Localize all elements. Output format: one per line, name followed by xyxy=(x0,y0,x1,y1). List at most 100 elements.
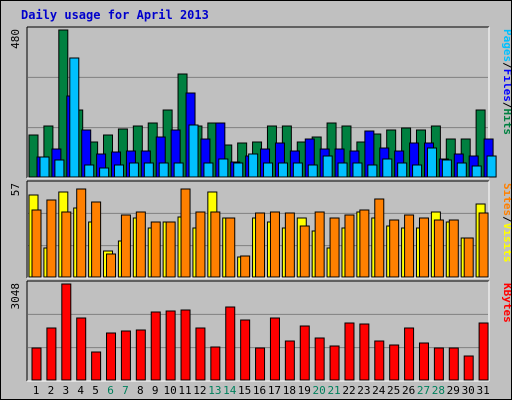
y-max-label: 57 xyxy=(9,183,22,196)
bar-kbytes-day-23 xyxy=(359,323,370,381)
chart-title: Daily usage for April 2013 xyxy=(21,8,209,22)
bar-sites-day-20 xyxy=(314,211,325,278)
bar-kbytes-day-13 xyxy=(210,346,221,381)
x-tick-label: 4 xyxy=(77,384,84,397)
x-tick-label: 5 xyxy=(92,384,99,397)
bar-sites-day-17 xyxy=(269,211,280,278)
legend-hits-files-pages: Pages/Files/Hits xyxy=(501,29,511,135)
bar-sites-day-25 xyxy=(389,219,400,278)
x-tick-label: 25 xyxy=(387,384,400,397)
bar-kbytes-day-27 xyxy=(418,342,429,381)
x-tick-label: 3 xyxy=(62,384,69,397)
bar-pages-day-27 xyxy=(426,147,437,178)
x-tick-label: 24 xyxy=(372,384,386,397)
bar-pages-day-22 xyxy=(352,162,363,178)
bar-pages-day-18 xyxy=(292,162,303,178)
bar-kbytes-day-9 xyxy=(150,311,161,381)
bar-kbytes-day-24 xyxy=(374,340,385,381)
bar-sites-day-30 xyxy=(463,237,474,278)
y-max-label: 480 xyxy=(9,29,22,49)
bar-sites-day-6 xyxy=(106,253,117,278)
bar-kbytes-day-15 xyxy=(240,319,251,381)
bar-kbytes-day-5 xyxy=(91,351,102,381)
bar-kbytes-day-4 xyxy=(76,317,87,381)
bar-pages-day-14 xyxy=(233,162,244,178)
bar-sites-day-2 xyxy=(46,199,57,278)
bar-sites-day-1 xyxy=(31,209,42,278)
bar-pages-day-17 xyxy=(277,162,288,178)
bar-pages-day-11 xyxy=(188,124,199,178)
bar-kbytes-day-10 xyxy=(165,310,176,381)
x-tick-label: 10 xyxy=(164,384,177,397)
bar-sites-day-5 xyxy=(91,201,102,278)
bar-kbytes-day-2 xyxy=(46,327,57,381)
bar-pages-day-28 xyxy=(441,159,452,178)
bar-pages-day-30 xyxy=(471,165,482,178)
bar-sites-day-31 xyxy=(478,212,489,278)
bar-pages-day-12 xyxy=(203,162,214,178)
x-tick-label: 15 xyxy=(238,384,251,397)
bar-sites-day-29 xyxy=(448,219,459,278)
bar-pages-day-5 xyxy=(99,167,110,178)
bar-pages-day-2 xyxy=(54,159,65,178)
bar-sites-day-27 xyxy=(418,217,429,278)
x-tick-label: 2 xyxy=(48,384,55,397)
bar-kbytes-day-26 xyxy=(404,327,415,381)
bar-pages-day-10 xyxy=(173,162,184,178)
x-tick-label: 26 xyxy=(402,384,415,397)
x-tick-label: 21 xyxy=(327,384,340,397)
bar-pages-day-19 xyxy=(307,164,318,178)
bar-sites-day-18 xyxy=(284,212,295,278)
bar-kbytes-day-7 xyxy=(120,330,131,381)
bar-kbytes-day-30 xyxy=(463,355,474,381)
bar-sites-day-15 xyxy=(240,255,251,278)
x-tick-label: 1 xyxy=(33,384,40,397)
legend-separator: / xyxy=(501,102,511,109)
bar-pages-day-9 xyxy=(158,162,169,178)
bar-pages-day-25 xyxy=(397,162,408,178)
bar-sites-day-7 xyxy=(120,214,131,278)
bar-pages-day-8 xyxy=(143,162,154,178)
x-tick-label: 22 xyxy=(342,384,355,397)
x-tick-label: 31 xyxy=(476,384,489,397)
legend-separator: / xyxy=(501,216,511,223)
bar-sites-day-21 xyxy=(329,217,340,278)
bar-sites-day-4 xyxy=(76,188,87,278)
x-tick-label: 6 xyxy=(107,384,114,397)
legend-entry: Sites xyxy=(501,183,511,216)
bar-kbytes-day-29 xyxy=(448,347,459,381)
bar-kbytes-day-19 xyxy=(299,325,310,381)
bar-kbytes-day-16 xyxy=(255,347,266,381)
bar-sites-day-3 xyxy=(61,211,72,278)
x-tick-label: 28 xyxy=(432,384,445,397)
bar-kbytes-day-8 xyxy=(135,329,146,381)
x-tick-label: 19 xyxy=(298,384,311,397)
x-tick-label: 14 xyxy=(223,384,237,397)
bar-pages-day-15 xyxy=(248,153,259,178)
bar-kbytes-day-18 xyxy=(284,340,295,381)
legend-entry: KBytes xyxy=(501,283,511,323)
bar-pages-day-7 xyxy=(128,162,139,178)
bar-pages-day-31 xyxy=(486,155,497,178)
bar-kbytes-day-1 xyxy=(31,347,42,381)
x-tick-label: 12 xyxy=(193,384,206,397)
bar-kbytes-day-20 xyxy=(314,337,325,381)
bar-hits-day-1 xyxy=(28,134,39,178)
bar-pages-day-13 xyxy=(218,158,229,178)
bar-pages-day-20 xyxy=(322,155,333,178)
x-tick-label: 27 xyxy=(417,384,430,397)
legend-entry: Hits xyxy=(501,109,511,136)
x-tick-label: 29 xyxy=(447,384,460,397)
bar-kbytes-day-3 xyxy=(61,283,72,381)
legend-visits-sites: Sites/Visits xyxy=(501,183,511,263)
bar-pages-day-6 xyxy=(114,164,125,178)
x-tick-label: 13 xyxy=(208,384,221,397)
bar-sites-day-26 xyxy=(404,214,415,278)
bar-kbytes-day-12 xyxy=(195,327,206,381)
bar-kbytes-day-25 xyxy=(389,344,400,381)
bar-sites-day-14 xyxy=(225,217,236,278)
bar-sites-day-10 xyxy=(165,221,176,278)
x-tick-label: 18 xyxy=(283,384,296,397)
legend-separator: / xyxy=(501,62,511,69)
